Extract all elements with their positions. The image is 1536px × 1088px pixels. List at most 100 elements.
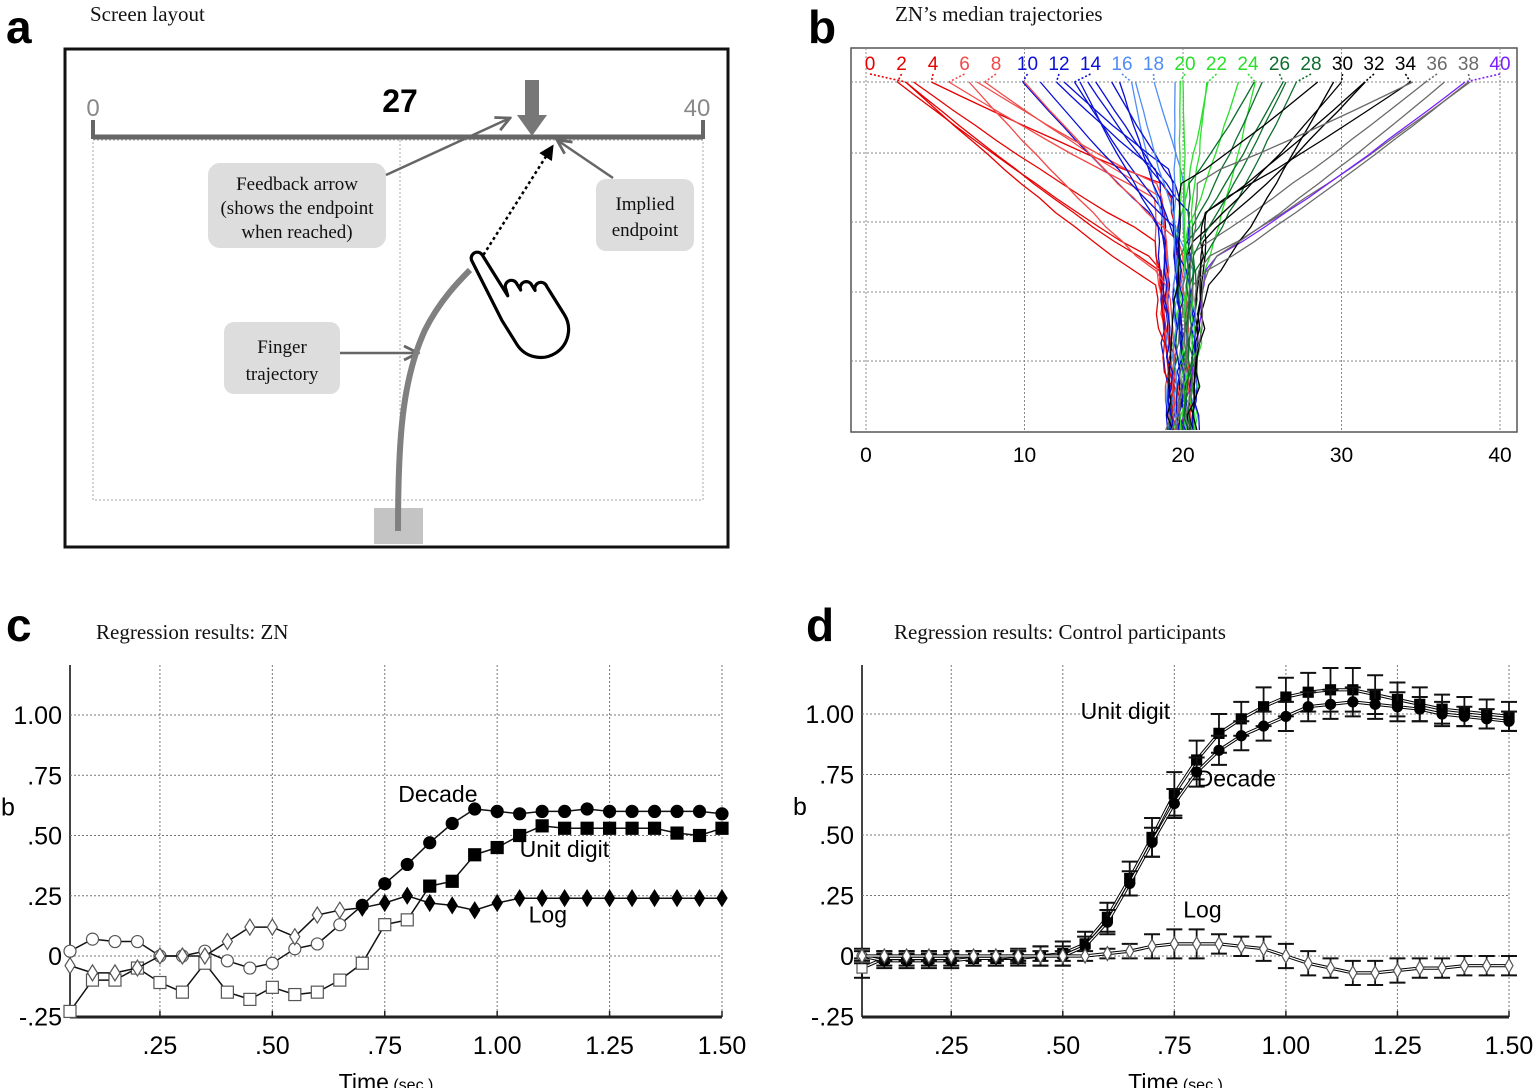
data-point-circle — [108, 934, 122, 949]
data-point-diamond — [1504, 957, 1514, 974]
x-tick-label: .25 — [143, 1032, 178, 1060]
y-tick-label: .50 — [27, 823, 62, 851]
data-point-diamond — [1080, 947, 1090, 965]
target-label: 18 — [1143, 54, 1164, 75]
trajectory-line — [1174, 81, 1414, 431]
data-point-circle — [647, 804, 662, 819]
data-point-diamond — [86, 963, 99, 983]
data-point-diamond — [334, 901, 346, 920]
data-point-circle — [468, 802, 482, 816]
data-point-diamond — [1281, 947, 1291, 965]
data-point-square — [602, 821, 617, 835]
y-tick-label: 0 — [840, 943, 854, 971]
callout-feedback-line-3: when reached) — [241, 222, 352, 243]
x-axis-label: Time (sec.) — [1128, 1069, 1223, 1088]
target-label: 8 — [991, 54, 1002, 75]
trajectory-line — [1166, 81, 1319, 431]
data-point-diamond — [536, 889, 548, 908]
label-connector — [1464, 73, 1501, 83]
series-line-inner — [861, 689, 1510, 969]
target-label: 14 — [1080, 54, 1102, 75]
data-point-circle — [625, 804, 639, 819]
target-label: 6 — [959, 54, 970, 75]
trajectory-line — [1183, 81, 1287, 431]
x-tick-label: 1.50 — [1485, 1032, 1534, 1060]
data-point-circle — [1391, 701, 1404, 713]
callout-finger-line-1: Finger — [257, 337, 307, 358]
data-point-diamond — [1214, 935, 1224, 953]
data-point-circle — [220, 954, 234, 968]
target-number: 27 — [382, 83, 418, 119]
x-tick-label: 30 — [1330, 444, 1353, 467]
trajectory-line — [1168, 81, 1284, 431]
data-point-circle — [692, 804, 707, 819]
target-label: 2 — [896, 54, 907, 75]
data-point-circle — [1414, 703, 1426, 715]
label-connector — [1179, 73, 1186, 83]
data-point-circle — [1213, 744, 1225, 756]
data-point-diamond — [857, 947, 867, 965]
data-point-circle — [1280, 710, 1292, 723]
data-point-square — [378, 918, 392, 932]
data-point-diamond — [1147, 938, 1157, 955]
callout-finger-trajectory: Finger trajectory — [224, 322, 340, 394]
panel-d-title: Regression results: Control participants — [894, 620, 1226, 644]
callout-feedback-arrow: Feedback arrow (shows the endpoint when … — [208, 163, 386, 248]
data-point-square — [715, 821, 729, 835]
target-label: 38 — [1458, 54, 1479, 75]
data-point-square — [647, 821, 662, 835]
callout-implied-line-1: Implied — [615, 194, 675, 215]
panel-a-letter: a — [6, 1, 32, 53]
callout-feedback-line-2: (shows the endpoint — [220, 198, 374, 219]
trajectory-line — [1192, 81, 1335, 431]
target-label: 26 — [1269, 54, 1290, 75]
data-point-circle — [1302, 701, 1314, 713]
trajectory-line — [1185, 81, 1445, 431]
data-point-square — [288, 987, 302, 1002]
y-tick-label: -.25 — [19, 1003, 62, 1031]
label-connector — [1074, 73, 1091, 83]
data-point-square — [468, 848, 482, 862]
target-label: 4 — [928, 54, 939, 75]
data-point-diamond — [1125, 942, 1135, 960]
target-label: 0 — [865, 54, 876, 75]
callout-implied-line-2: endpoint — [612, 220, 679, 241]
trajectory-line — [1186, 81, 1366, 431]
data-point-diamond — [1191, 935, 1202, 953]
trajectory-line — [913, 81, 1181, 431]
x-tick-label: 1.50 — [698, 1032, 747, 1060]
trajectory-line — [1181, 81, 1255, 431]
label-connector — [1340, 73, 1344, 83]
data-point-square — [692, 828, 707, 843]
data-point-square — [1257, 701, 1270, 713]
panel-b-letter: b — [808, 1, 837, 53]
data-point-circle — [513, 807, 527, 821]
x-tick-label: .75 — [367, 1032, 402, 1060]
data-point-diamond — [289, 927, 301, 946]
trajectory-line — [905, 81, 1179, 431]
data-point-diamond — [401, 886, 413, 905]
label-connector — [948, 73, 965, 83]
series-annotation: Log — [1183, 896, 1221, 922]
data-point-diamond — [968, 947, 979, 965]
x-axis-label: Time (sec.) — [339, 1069, 434, 1088]
trajectory-line — [968, 81, 1182, 431]
callout-finger-line-2: trajectory — [246, 364, 319, 385]
data-point-diamond — [1035, 947, 1046, 965]
data-point-diamond — [1437, 959, 1447, 977]
y-tick-label: .75 — [27, 762, 62, 790]
label-connector — [896, 73, 903, 83]
data-point-diamond — [1348, 964, 1358, 982]
data-point-circle — [1436, 708, 1448, 720]
data-point-diamond — [581, 889, 593, 908]
x-tick-label: 1.25 — [585, 1032, 634, 1060]
y-tick-label: .25 — [27, 883, 62, 911]
scale-min-label: 0 — [86, 95, 99, 122]
label-connector — [930, 73, 934, 83]
data-point-square — [265, 980, 279, 994]
data-point-circle — [1257, 720, 1270, 732]
data-point-square — [423, 879, 437, 893]
data-point-circle — [1235, 730, 1247, 742]
